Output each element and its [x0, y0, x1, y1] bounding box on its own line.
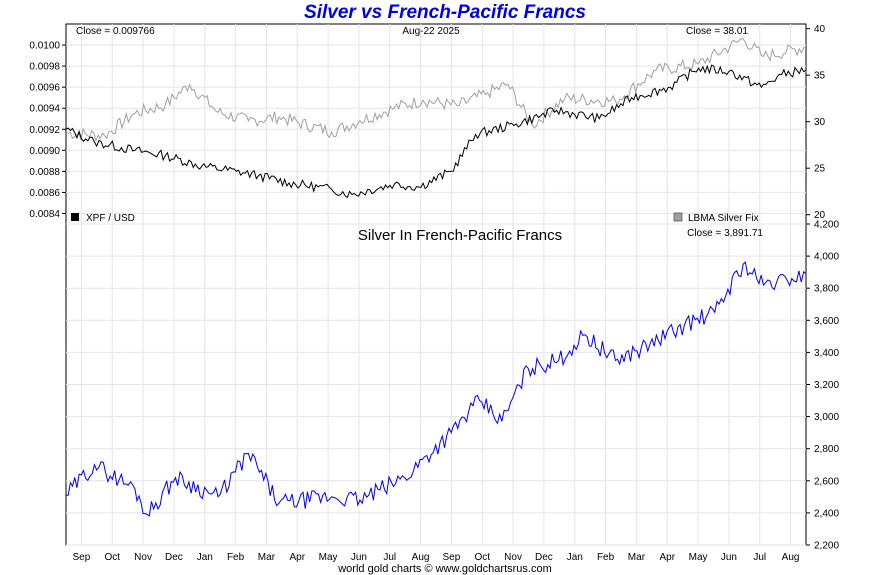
bottom-panel-title: Silver In French-Pacific Francs	[358, 227, 562, 244]
footer-credit: world gold charts © www.goldchartsrus.co…	[338, 563, 552, 575]
x-tick-label: Jun	[721, 552, 737, 563]
x-tick-label: Dec	[535, 552, 553, 563]
chart-title: Silver vs French-Pacific Francs	[304, 2, 586, 23]
bottom-right-tick-label: 3,600	[814, 316, 839, 327]
x-tick-label: Mar	[628, 552, 646, 563]
x-tick-label: May	[319, 552, 338, 563]
top-left-tick-label: 0.0088	[29, 167, 60, 178]
top-left-tick-label: 0.0090	[29, 146, 60, 157]
top-right-tick-label: 35	[814, 71, 826, 82]
bottom-right-tick-label: 4,000	[814, 252, 839, 263]
x-tick-label: Jul	[383, 552, 396, 563]
top-right-tick-label: 30	[814, 117, 826, 128]
bottom-right-tick-label: 4,200	[814, 220, 839, 231]
legend-label-xpf: XPF / USD	[86, 213, 135, 224]
legend-swatch-xpf	[71, 213, 79, 221]
x-tick-label: Feb	[227, 552, 245, 563]
bottom-right-tick-label: 2,800	[814, 444, 839, 455]
bottom-right-tick-label: 2,200	[814, 541, 839, 552]
x-tick-label: Jun	[351, 552, 367, 563]
top-right-tick-label: 20	[814, 210, 826, 221]
x-tick-label: Nov	[134, 552, 152, 563]
x-tick-label: Oct	[104, 552, 120, 563]
series-silver-xpf-line	[65, 261, 807, 517]
top-right-close-label: Close = 38.01	[686, 26, 748, 37]
top-plot-frame	[65, 23, 807, 225]
top-right-tick-label: 40	[814, 24, 826, 35]
top-left-tick-label: 0.0094	[29, 104, 60, 115]
x-tick-label: Jan	[567, 552, 583, 563]
top-left-tick-label: 0.0098	[29, 62, 60, 73]
x-tick-label: Sep	[73, 552, 91, 563]
x-tick-label: Jan	[197, 552, 213, 563]
top-left-tick-label: 0.0100	[29, 41, 60, 52]
x-tick-label: Dec	[165, 552, 183, 563]
bottom-right-tick-label: 3,200	[814, 380, 839, 391]
x-tick-label: Nov	[504, 552, 522, 563]
bottom-close-label: Close = 3,891.71	[687, 228, 763, 239]
series-group	[65, 38, 807, 517]
x-tick-label: Feb	[597, 552, 615, 563]
x-tick-label: Oct	[474, 552, 490, 563]
top-left-close-label: Close = 0.009766	[76, 26, 155, 37]
bottom-right-tick-label: 2,400	[814, 508, 839, 519]
grid-lines	[66, 24, 806, 546]
series-lbma-silver-line	[65, 38, 807, 143]
top-left-tick-label: 0.0092	[29, 125, 60, 136]
series-xpf-usd-line	[65, 64, 807, 199]
bottom-right-tick-label: 2,600	[814, 476, 839, 487]
x-tick-label: Apr	[289, 552, 305, 563]
x-tick-label: Aug	[782, 552, 800, 563]
top-left-tick-label: 0.0086	[29, 188, 60, 199]
x-tick-label: Sep	[443, 552, 461, 563]
axis-labels: Sep Oct Nov Dec Jan Feb Mar Apr May Jun Jul Aug Sep O…	[29, 24, 839, 563]
top-right-tick-label: 25	[814, 164, 826, 175]
legend-swatch-silver	[673, 212, 683, 222]
bottom-right-tick-label: 3,000	[814, 412, 839, 423]
bottom-right-tick-label: 3,800	[814, 284, 839, 295]
bottom-right-tick-label: 3,400	[814, 348, 839, 359]
x-tick-label: Mar	[258, 552, 276, 563]
x-tick-label: Apr	[659, 552, 675, 563]
x-tick-label: May	[689, 552, 708, 563]
x-tick-label: Jul	[753, 552, 766, 563]
top-date-header: Aug-22 2025	[402, 26, 460, 37]
top-left-tick-label: 0.0084	[29, 209, 60, 220]
legend-label-silver: LBMA Silver Fix	[688, 213, 759, 224]
top-left-tick-label: 0.0096	[29, 83, 60, 94]
x-tick-label: Aug	[412, 552, 430, 563]
